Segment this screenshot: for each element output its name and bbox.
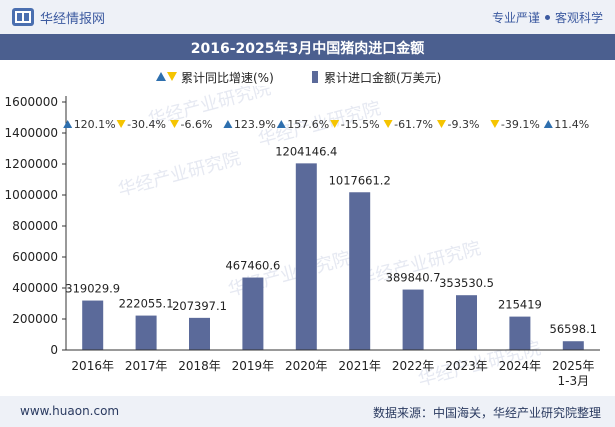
chart-title: 2016-2025年3月中国猪肉进口金额	[190, 41, 425, 57]
y-tick-label: 1200000	[5, 157, 58, 171]
bar-value-label: 56598.1	[550, 322, 598, 336]
bar-6	[349, 192, 371, 350]
x-tick-label: 2023年	[445, 359, 488, 373]
x-tick-label: 2017年	[125, 359, 168, 373]
bar-4	[242, 277, 264, 350]
legend-up-triangle-icon	[156, 72, 166, 81]
growth-label: 120.1%	[74, 118, 116, 131]
legend-amount-label: 累计进口金额(万美元)	[324, 71, 442, 85]
tagline-right: 客观科学	[554, 11, 603, 25]
footer-bar: www.huaon.com 数据来源：中国海关，华经产业研究院整理	[0, 396, 615, 427]
y-tick-label: 1600000	[5, 95, 58, 109]
growth-up-marker	[543, 120, 553, 128]
growth-down-marker	[116, 120, 126, 128]
x-tick-label: 2018年	[178, 359, 221, 373]
y-tick-label: 200000	[12, 312, 58, 326]
bar-value-label: 319029.9	[65, 282, 120, 296]
footer-website: www.huaon.com	[20, 404, 120, 418]
watermark-text: 华经产业研究院	[116, 148, 243, 201]
y-tick-label: 1000000	[5, 188, 58, 202]
growth-label: 157.6%	[287, 118, 329, 131]
x-tick-label: 2024年	[499, 359, 542, 373]
growth-label: -61.7%	[394, 118, 433, 131]
y-tick-label: 0	[50, 343, 58, 357]
growth-down-marker	[490, 120, 500, 128]
chart-legend: 累计同比增速(%) 累计进口金额(万美元)	[0, 64, 615, 86]
legend-down-triangle-icon	[167, 72, 177, 81]
growth-down-marker	[170, 120, 179, 128]
y-tick-label: 400000	[12, 281, 58, 295]
growth-down-marker	[330, 120, 340, 128]
brand-name: 华经情报网	[40, 12, 106, 27]
legend-growth-label: 累计同比增速(%)	[181, 71, 274, 85]
bar-2	[135, 315, 157, 350]
bar-value-label: 467460.6	[225, 259, 280, 273]
x-tick-label: 2022年	[392, 359, 435, 373]
growth-down-marker	[383, 120, 393, 128]
y-tick-label: 800000	[12, 219, 58, 233]
x-tick-label: 2025年 1-3月	[552, 359, 595, 388]
separator-dot-icon	[544, 15, 550, 20]
growth-label: -9.3%	[448, 118, 480, 131]
growth-label: -6.6%	[181, 118, 213, 131]
growth-up-marker	[63, 120, 73, 128]
legend-amount: 累计进口金额(万美元)	[312, 69, 441, 86]
bar-value-label: 389840.7	[386, 271, 441, 285]
huajing-logo-icon	[12, 8, 34, 26]
growth-label: 123.9%	[234, 118, 276, 131]
top-header-bar: 华经情报网 专业严谨 客观科学	[0, 0, 615, 34]
x-tick-label: 2019年	[232, 359, 275, 373]
y-tick-label: 600000	[12, 250, 58, 264]
bar-value-label: 353530.5	[439, 276, 494, 290]
footer-source: 数据来源：中国海关，华经产业研究院整理	[372, 406, 601, 420]
bar-7	[402, 289, 424, 350]
bar-value-label: 1204146.4	[275, 144, 337, 158]
growth-up-marker	[276, 120, 286, 128]
x-tick-label: 2016年	[71, 359, 114, 373]
tagline-left: 专业严谨	[491, 11, 540, 25]
bar-1	[82, 300, 104, 350]
tagline: 专业严谨 客观科学	[492, 9, 603, 26]
bar-3	[189, 317, 210, 350]
bar-value-label: 207397.1	[172, 299, 227, 313]
bar-10	[562, 341, 584, 350]
legend-growth: 累计同比增速(%)	[156, 69, 274, 86]
growth-label: -30.4%	[127, 118, 166, 131]
x-tick-label: 2020年	[285, 359, 328, 373]
bar-9	[509, 316, 531, 350]
title-bar: 2016-2025年3月中国猪肉进口金额	[0, 34, 615, 60]
x-tick-label: 2021年	[338, 359, 381, 373]
legend-bar-swatch-icon	[312, 71, 318, 83]
bar-value-label: 1017661.2	[329, 173, 391, 187]
growth-label: -39.1%	[501, 118, 540, 131]
bar-5	[295, 163, 317, 350]
bar-value-label: 215419	[498, 298, 542, 312]
growth-label: -15.5%	[341, 118, 380, 131]
growth-label: 11.4%	[554, 118, 589, 131]
growth-up-marker	[223, 120, 233, 128]
y-tick-label: 1400000	[5, 126, 58, 140]
bar-8	[456, 295, 477, 350]
bar-value-label: 222055.1	[119, 297, 174, 311]
growth-down-marker	[437, 120, 446, 128]
